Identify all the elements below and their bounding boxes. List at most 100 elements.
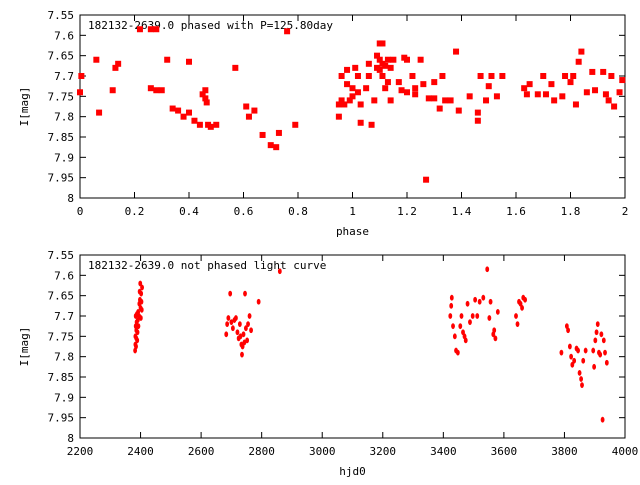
data-point — [292, 121, 299, 128]
data-point — [483, 97, 490, 104]
data-point — [243, 103, 250, 110]
data-point — [365, 60, 372, 67]
chart-title: 182132-2639.0 phased with P=125.80day — [88, 19, 333, 32]
y-tick-label: 7.85 — [48, 131, 75, 144]
data-point — [226, 315, 231, 321]
y-tick-label: 7.95 — [48, 412, 75, 425]
data-point — [139, 290, 144, 297]
data-point — [93, 56, 100, 63]
data-point — [570, 361, 575, 368]
data-point — [600, 416, 605, 423]
data-point — [213, 121, 220, 128]
data-point — [158, 87, 165, 94]
data-point — [135, 329, 140, 336]
data-point — [458, 323, 463, 330]
plot-panel-1: 7.55 7.6 7.65 7.7 7.75 7.8 7.85 7.9 7.95 80 0.2 0.4… — [18, 9, 628, 238]
data-point — [453, 48, 460, 55]
data-point — [579, 376, 583, 382]
data-point — [567, 343, 572, 350]
data-point — [423, 176, 430, 183]
data-point — [604, 359, 609, 366]
data-point — [203, 99, 210, 106]
data-point — [616, 89, 623, 96]
data-point — [474, 109, 481, 116]
data-point — [357, 101, 364, 108]
data-point — [431, 95, 438, 102]
x-tick-label: 2600 — [188, 445, 215, 458]
data-point — [465, 300, 470, 307]
y-tick-label: 8 — [67, 432, 74, 445]
y-tick-label: 7.9 — [54, 391, 74, 404]
data-point — [534, 91, 541, 98]
data-point — [572, 357, 577, 364]
data-point — [243, 290, 247, 297]
x-tick-label: 0 — [77, 205, 84, 218]
x-tick-label: 0.2 — [125, 205, 145, 218]
data-point — [344, 66, 351, 73]
data-point — [387, 64, 394, 71]
data-point — [335, 113, 342, 120]
data-point — [191, 117, 198, 124]
y-tick-label: 7.95 — [48, 172, 75, 185]
data-point — [468, 319, 472, 325]
data-point — [470, 313, 475, 319]
x-tick-label: 0.8 — [288, 205, 308, 218]
data-point — [570, 73, 577, 79]
data-point — [259, 131, 266, 138]
data-point — [341, 101, 348, 108]
data-point — [431, 79, 438, 86]
data-point — [474, 117, 481, 124]
x-axis-label: phase — [336, 225, 369, 238]
data-point — [569, 353, 574, 360]
data-point — [495, 309, 500, 315]
data-point — [459, 313, 464, 319]
plot-frame — [79, 14, 626, 199]
data-point — [477, 73, 484, 79]
data-point — [77, 89, 83, 96]
data-point — [591, 347, 596, 354]
data-point — [247, 313, 252, 319]
data-point — [379, 40, 386, 47]
data-point — [575, 58, 582, 65]
data-point — [153, 87, 160, 94]
data-point — [169, 105, 176, 112]
data-point — [566, 327, 570, 334]
y-tick-label: 8 — [67, 192, 74, 205]
data-point — [409, 73, 416, 79]
data-point — [475, 313, 480, 319]
data-point — [572, 101, 579, 108]
data-point — [412, 85, 419, 92]
data-point — [344, 81, 351, 88]
x-tick-label: 0.6 — [234, 205, 254, 218]
data-point — [115, 60, 122, 67]
data-point — [245, 337, 250, 344]
data-point — [153, 26, 160, 33]
data-point — [371, 97, 378, 104]
data-point — [404, 89, 410, 96]
data-point — [449, 302, 454, 309]
data-point — [473, 296, 478, 303]
data-point — [598, 351, 603, 358]
x-axis-label: hjd0 — [339, 465, 366, 478]
data-point — [595, 321, 600, 328]
data-series — [77, 26, 626, 183]
data-point — [540, 73, 547, 79]
data-point — [583, 347, 588, 354]
data-point — [365, 73, 372, 79]
data-point — [599, 331, 604, 338]
x-tick-label: 3600 — [491, 445, 518, 458]
data-point — [186, 58, 192, 65]
data-point — [581, 357, 586, 364]
data-point — [135, 337, 140, 344]
data-point — [244, 325, 248, 332]
data-point — [485, 83, 492, 90]
x-tick-label: 4000 — [612, 445, 639, 458]
x-tick-label: 1.2 — [397, 205, 417, 218]
data-point — [593, 337, 598, 344]
y-tick-label: 7.8 — [54, 351, 74, 364]
data-point — [196, 121, 203, 128]
data-point — [455, 107, 462, 114]
y-tick-label: 7.65 — [48, 290, 75, 303]
chart-title: 182132-2639.0 not phased light curve — [88, 259, 326, 272]
